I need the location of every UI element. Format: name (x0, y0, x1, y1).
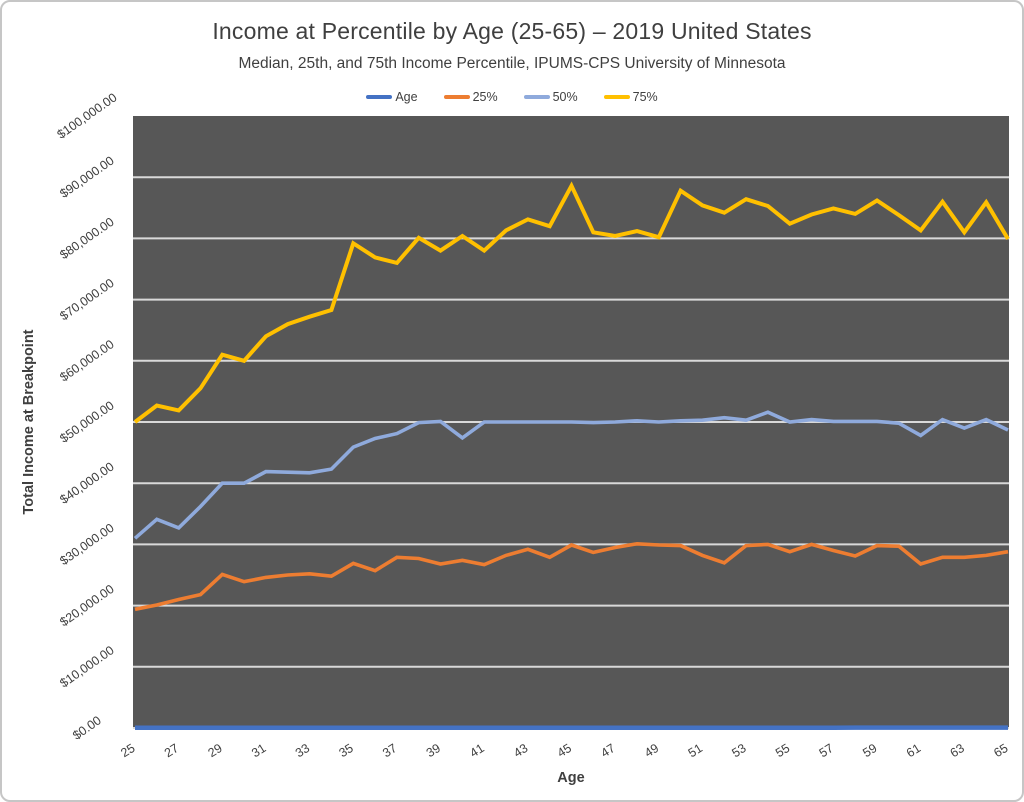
chart-title: Income at Percentile by Age (25-65) – 20… (212, 18, 812, 44)
series-line-25 (134, 541, 1009, 612)
x-tick-label: 27 (162, 741, 181, 760)
x-tick-label: 65 (991, 741, 1010, 760)
x-tick-label: 51 (686, 741, 705, 760)
legend-label-25: 25% (472, 90, 498, 104)
x-tick-label: 41 (467, 741, 486, 760)
x-tick-label: 61 (904, 741, 923, 760)
y-tick-label: $60,000.00 (57, 337, 116, 384)
x-tick-label: 31 (249, 741, 268, 760)
legend-swatch-75 (603, 95, 630, 99)
series-line-50 (133, 410, 1009, 540)
x-tick-label: 25 (118, 741, 137, 760)
y-tick-label: $50,000.00 (57, 398, 116, 445)
x-axis-title: Age (557, 770, 585, 786)
x-tick-label: 43 (511, 741, 530, 760)
y-tick-label: $20,000.00 (57, 582, 116, 629)
y-tick-label: $40,000.00 (57, 459, 116, 506)
x-tick-label: 53 (729, 741, 748, 760)
x-tick-label: 63 (948, 741, 967, 760)
legend-swatch-50 (523, 95, 550, 99)
x-tick-label: 55 (773, 741, 792, 760)
y-axis-title: Total Income at Breakpoint (21, 329, 37, 515)
x-tick-label: 57 (817, 741, 836, 760)
legend-label-75: 75% (632, 90, 658, 104)
legend-item-75: 75% (603, 90, 658, 104)
legend-swatch-25 (443, 95, 470, 99)
x-tick-label: 39 (424, 741, 443, 760)
y-tick-label: $80,000.00 (57, 215, 116, 262)
legend-item-age: Age (366, 90, 418, 104)
legend-label-age: Age (395, 90, 418, 104)
legend-swatch-age (366, 95, 393, 99)
y-tick-label: $100,000.00 (55, 90, 120, 141)
y-tick-label: $70,000.00 (57, 276, 116, 323)
legend-item-25: 25% (443, 90, 498, 104)
x-tick-label: 49 (642, 741, 661, 760)
chart-subtitle: Median, 25th, and 75th Income Percentile… (238, 55, 786, 72)
series-line-75 (133, 181, 1010, 424)
y-tick-label: $0.00 (70, 713, 104, 742)
legend: Age 25% 50% 75% (2, 90, 1022, 104)
y-tick-label: $10,000.00 (57, 643, 116, 690)
x-tick-label: 47 (598, 741, 617, 760)
legend-item-50: 50% (523, 90, 578, 104)
y-tick-label: $90,000.00 (57, 153, 116, 200)
y-tick-label: $30,000.00 (57, 521, 116, 568)
x-tick-label: 59 (860, 741, 879, 760)
x-tick-label: 35 (337, 741, 356, 760)
legend-label-50: 50% (552, 90, 578, 104)
x-tick-label: 37 (380, 741, 399, 760)
x-tick-label: 45 (555, 741, 574, 760)
x-tick-label: 33 (293, 741, 312, 760)
x-tick-label: 29 (206, 741, 225, 760)
